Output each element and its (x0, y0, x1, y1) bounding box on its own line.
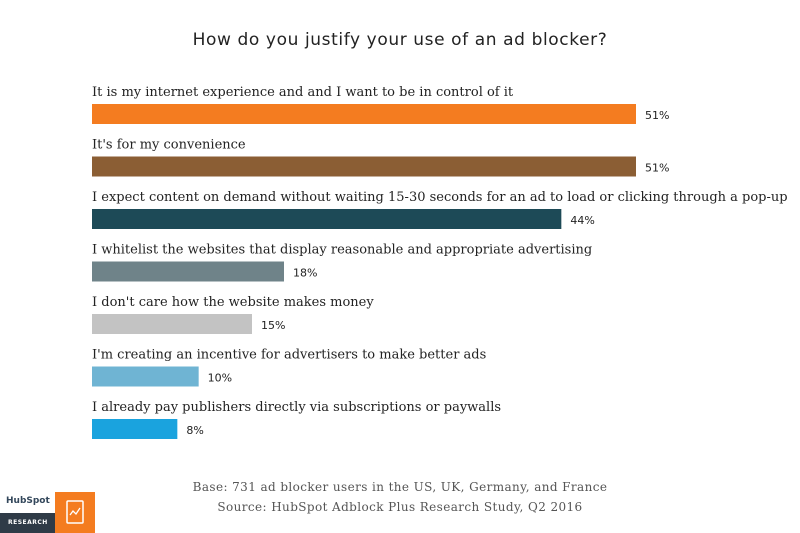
footer-base: Base: 731 ad blocker users in the US, UK… (192, 480, 608, 494)
bar-category-label: I expect content on demand without waiti… (92, 190, 788, 205)
bar-chart: It is my internet experience and and I w… (92, 85, 788, 439)
bar-value-label: 15% (261, 319, 285, 332)
bar-category-label: I'm creating an incentive for advertiser… (92, 348, 486, 363)
research-label: RESEARCH (0, 513, 55, 533)
bar-category-label: It's for my convenience (92, 138, 246, 153)
bar (92, 314, 252, 334)
bar (92, 366, 199, 387)
bar-value-label: 10% (208, 372, 232, 385)
bar (92, 209, 562, 229)
bar (92, 419, 178, 439)
bar-category-label: I already pay publishers directly via su… (92, 400, 501, 415)
hubspot-logo-text: HubSpot (6, 496, 50, 506)
bar-value-label: 18% (293, 267, 317, 280)
document-chart-icon (55, 492, 95, 533)
footer-source: Source: HubSpot Adblock Plus Research St… (217, 500, 583, 514)
bar-value-label: 8% (186, 424, 203, 437)
hubspot-brand-label: HubSpot (6, 496, 50, 506)
bar-category-label: I whitelist the websites that display re… (92, 243, 592, 258)
bar (92, 261, 284, 282)
bar-category-label: It is my internet experience and and I w… (92, 85, 514, 100)
bar-category-label: I don't care how the website makes money (92, 295, 374, 310)
bar-value-label: 44% (570, 214, 594, 227)
chart-title: How do you justify your use of an ad blo… (192, 30, 608, 50)
bar (92, 104, 636, 124)
bar-value-label: 51% (645, 162, 669, 175)
bar (92, 156, 636, 177)
bar-value-label: 51% (645, 109, 669, 122)
